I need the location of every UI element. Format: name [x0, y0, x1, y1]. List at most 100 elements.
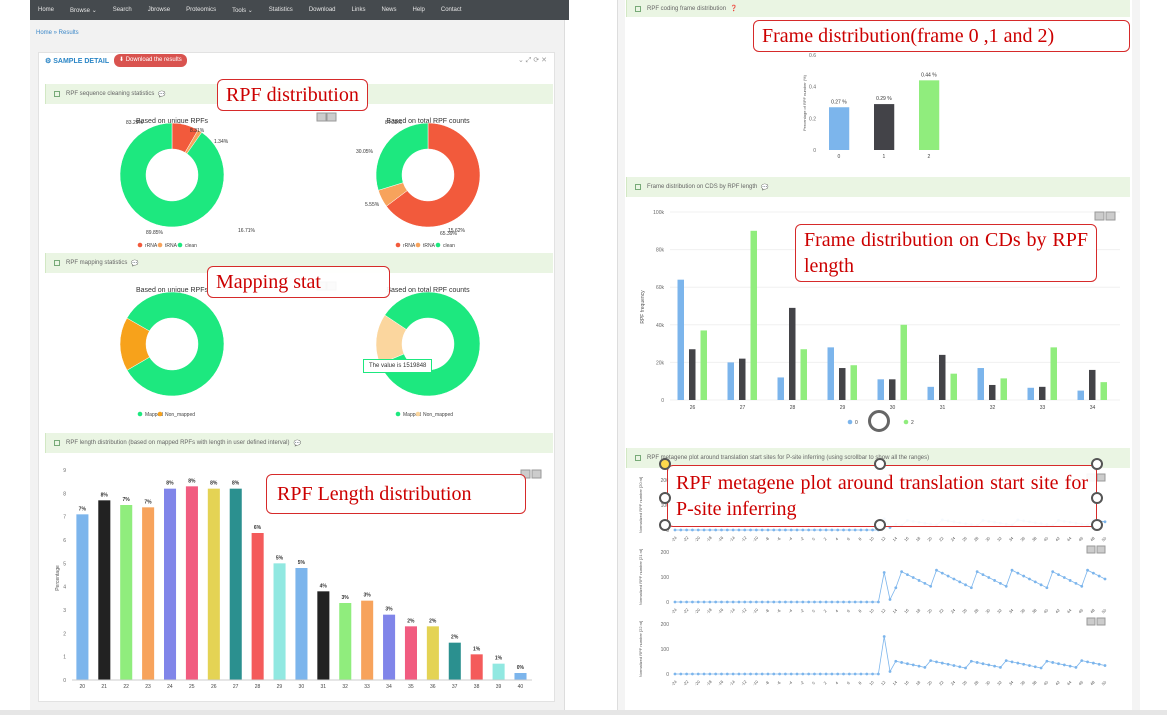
comment-icon[interactable]: 💬: [761, 184, 769, 191]
x-tick-label: 20: [926, 535, 933, 542]
resize-handle[interactable]: [659, 458, 671, 470]
x-tick-label: 38: [474, 684, 480, 690]
nav-item[interactable]: Links: [351, 7, 366, 13]
data-label: 6%: [254, 525, 262, 531]
x-tick-label: 38: [1031, 535, 1038, 542]
x-tick-label: 0: [811, 608, 817, 614]
x-tick-label: 48: [1089, 679, 1096, 686]
y-tick-label: 200: [661, 550, 670, 556]
x-tick-label: 2: [822, 680, 828, 686]
x-tick-label: 10: [868, 679, 875, 686]
download-results-button[interactable]: ⬇ Download the results: [114, 54, 187, 67]
nav-item[interactable]: Browse ⌄: [70, 7, 97, 14]
data-label: 7%: [122, 497, 130, 503]
legend-label: rRNA: [403, 243, 416, 249]
nav-item[interactable]: Help: [412, 7, 425, 13]
x-tick-label: 24: [167, 684, 173, 690]
x-tick-label: -6: [776, 607, 783, 614]
x-tick-label: 0: [811, 680, 817, 686]
callout-mapping-stat: Mapping stat: [207, 266, 390, 298]
y-tick-label: 0.6: [809, 53, 816, 59]
nav-item[interactable]: Download: [308, 7, 336, 13]
data-label: 1%: [473, 646, 481, 652]
legend-marker: [903, 419, 909, 425]
x-tick-label: -2: [799, 535, 806, 542]
comment-icon[interactable]: 💬: [131, 260, 139, 267]
mapping-section-header: RPF mapping statistics 💬: [45, 253, 553, 273]
y-tick-label: 5: [63, 561, 66, 567]
pie-slice: [126, 291, 225, 397]
resize-handle[interactable]: [874, 519, 886, 531]
frame-cds-bar-chart: 0 20k 40k 60k 80k 100k RPF frequency 26 27 28 29 30…: [640, 210, 1120, 426]
bar: [404, 626, 417, 680]
nav-item[interactable]: Statistics: [268, 7, 293, 13]
y-tick-label: 100: [661, 575, 670, 581]
x-tick-label: -10: [751, 679, 759, 687]
x-tick-label: 26: [961, 535, 968, 542]
y-tick-label: 200: [661, 478, 670, 484]
data-label: 8%: [101, 492, 109, 498]
legend-marker: [415, 242, 421, 248]
chart-title: Based on unique RPFs: [136, 118, 208, 125]
window-controls[interactable]: ⌄ ⤢ ⟳ ✕: [518, 57, 548, 64]
resize-handle[interactable]: [1091, 458, 1103, 470]
x-tick-label: 34: [386, 684, 392, 690]
nav-item[interactable]: Proteomics: [186, 7, 217, 13]
nav-item[interactable]: Search: [112, 7, 132, 13]
bar: [919, 80, 940, 150]
x-tick-label: 18: [915, 607, 922, 614]
rotate-handle-icon[interactable]: [868, 410, 890, 432]
x-tick-label: 4: [834, 536, 840, 542]
x-tick-label: 34: [1008, 607, 1015, 614]
data-label: 8%: [210, 481, 218, 487]
print-icon: [316, 112, 327, 122]
legend-marker: [137, 411, 143, 417]
breadcrumb[interactable]: Home » Results: [36, 30, 79, 36]
bar: [827, 347, 834, 400]
y-tick-label: 7: [63, 515, 66, 521]
resize-handle[interactable]: [1091, 492, 1103, 504]
nav-item[interactable]: News: [381, 7, 397, 13]
nav-item[interactable]: Tools ⌄: [232, 7, 253, 14]
pie-slice: [119, 317, 150, 371]
x-tick-label: 12: [880, 535, 887, 542]
chart-icon: [54, 440, 60, 446]
nav-item[interactable]: Contact: [440, 7, 462, 13]
resize-handle[interactable]: [659, 492, 671, 504]
x-tick-label: -24: [670, 679, 678, 687]
comment-icon[interactable]: 💬: [158, 91, 166, 98]
nav-item[interactable]: Home: [38, 7, 55, 13]
x-tick-label: -2: [799, 679, 806, 686]
x-tick-label: 38: [1031, 607, 1038, 614]
nav-item[interactable]: Jbrowse: [147, 7, 171, 13]
resize-handle[interactable]: [659, 519, 671, 531]
comment-icon[interactable]: 💬: [293, 440, 301, 447]
legend-label: Non_mapped: [165, 412, 195, 418]
legend-label: clean: [443, 243, 455, 249]
resize-handle[interactable]: [874, 458, 886, 470]
x-tick-label: 40: [518, 684, 524, 690]
data-label: 65.39%: [440, 231, 458, 237]
legend-marker: [157, 411, 163, 417]
bar: [470, 654, 483, 680]
x-tick-label: 20: [926, 607, 933, 614]
resize-handle[interactable]: [1091, 519, 1103, 531]
y-tick-label: 0: [813, 148, 816, 154]
x-tick-label: 30: [984, 535, 991, 542]
download-icon: [1096, 617, 1106, 626]
chart-title: Based on unique RPFs: [136, 287, 208, 294]
x-tick-label: 1: [883, 154, 886, 160]
x-tick-label: 42: [1054, 607, 1061, 614]
data-label: 15.62%: [448, 228, 466, 234]
bar: [120, 505, 133, 680]
y-tick-label: 80k: [656, 248, 665, 254]
data-label: 4%: [320, 583, 328, 589]
x-tick-label: 46: [1077, 535, 1084, 542]
x-tick-label: 40: [1042, 679, 1049, 686]
x-tick-label: -14: [728, 679, 736, 687]
data-label: 84.38%: [385, 120, 403, 126]
frame-bar-chart: 0 0.2 0.4 0.6 Percentage of RPF number (%) 0.…: [802, 53, 940, 160]
y-tick-label: 0.4: [809, 85, 816, 91]
help-icon[interactable]: ❓: [730, 6, 738, 12]
callout-length-distribution: RPF Length distribution: [266, 474, 526, 514]
